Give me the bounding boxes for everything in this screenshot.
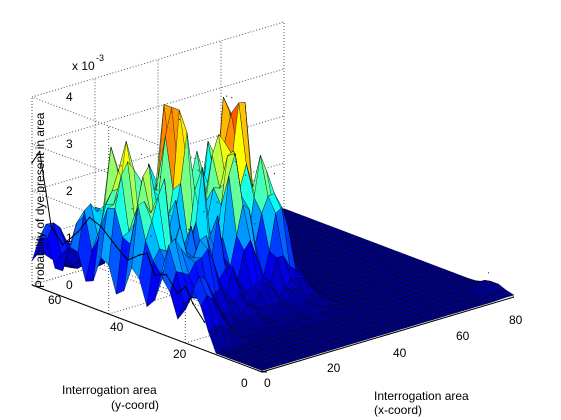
ridge-point	[140, 153, 143, 155]
x-axis-label-line2: (x-coord)	[374, 403, 422, 417]
ridge-point	[131, 208, 133, 210]
z-tick-3: 3	[66, 137, 73, 151]
back-wall-profile-point	[127, 259, 129, 261]
y-tick-labels: 60 40 20 0	[48, 293, 248, 390]
peak-point	[234, 160, 236, 162]
ridge-point	[122, 253, 124, 255]
z-axis-label: Probability of dye present in area	[33, 112, 47, 288]
ridge-point	[235, 158, 237, 160]
back-wall-profile-point	[165, 273, 167, 276]
y-tick-40: 40	[110, 320, 124, 334]
back-wall-profile-point	[100, 225, 102, 228]
back-wall-profile-point	[203, 321, 206, 323]
back-wall-profile-point	[77, 231, 79, 233]
peak-point	[171, 111, 173, 113]
ridge-point	[159, 176, 161, 178]
ridge-point	[197, 169, 199, 171]
grid-z-left-4	[31, 96, 263, 185]
z-tick-1: 1	[66, 231, 73, 245]
back-wall-profile-point	[146, 252, 148, 255]
ridge-point	[150, 235, 152, 237]
peak-point	[273, 173, 275, 175]
y-axis-label-line2: (y-coord)	[111, 398, 159, 412]
x-axis-label-line1: Interrogation area	[374, 389, 469, 403]
y-tick-60: 60	[48, 293, 62, 307]
ridge-point	[216, 201, 218, 203]
z-multiplier-exponent: -3	[96, 53, 104, 63]
z-tick-0: 0	[66, 278, 73, 292]
peak-point	[231, 97, 233, 99]
back-wall-profile-point	[31, 162, 33, 164]
grid-z-back-4	[31, 21, 285, 98]
peak-point	[203, 211, 205, 213]
back-wall-profile-point	[50, 225, 52, 228]
x-tick-80: 80	[509, 313, 523, 327]
x-tick-labels: 0 20 40 60 80	[264, 313, 523, 390]
x-tick-0: 0	[264, 376, 271, 390]
back-wall-profile-point	[138, 254, 141, 256]
ridge-point	[188, 228, 190, 231]
back-wall-profile-point	[184, 285, 187, 288]
z-tick-labels: 0 1 2 3 4	[66, 90, 73, 292]
back-wall-profile-point	[88, 216, 91, 219]
x-axis-line	[261, 296, 515, 373]
back-wall-profile-point	[115, 245, 118, 248]
z-tick-4: 4	[66, 90, 73, 104]
back-wall-profile-point	[153, 274, 156, 276]
surface-mesh	[31, 95, 515, 371]
surface-patch	[499, 290, 515, 297]
x-tick-40: 40	[393, 346, 407, 360]
grid-z-back-3	[31, 68, 285, 145]
back-wall-profile-point	[38, 150, 41, 153]
y-tick-0: 0	[241, 376, 248, 390]
y-tick-20: 20	[173, 347, 187, 361]
x-tick-60: 60	[456, 329, 470, 343]
peak-point	[487, 272, 490, 274]
ridge-point	[178, 118, 180, 121]
y-axis-line	[31, 284, 263, 373]
grid-x-floor-1	[94, 265, 326, 354]
peak-point	[120, 165, 122, 167]
z-multiplier: x 10	[72, 59, 95, 73]
back-wall-profile-point	[192, 302, 194, 305]
ridge-point	[169, 225, 171, 227]
x-tick-20: 20	[327, 361, 341, 375]
ridge-point	[254, 223, 256, 225]
z-tick-2: 2	[66, 184, 73, 198]
y-axis-label-line1: Interrogation area	[62, 383, 157, 397]
back-wall-profile-point	[61, 244, 64, 246]
grid-z-left-3	[31, 143, 263, 232]
back-wall-profile-point	[176, 292, 179, 294]
ridge-point	[207, 143, 209, 145]
grid-z-left-2	[31, 190, 263, 279]
ridge-point	[244, 174, 247, 176]
ridge-point	[226, 95, 228, 97]
